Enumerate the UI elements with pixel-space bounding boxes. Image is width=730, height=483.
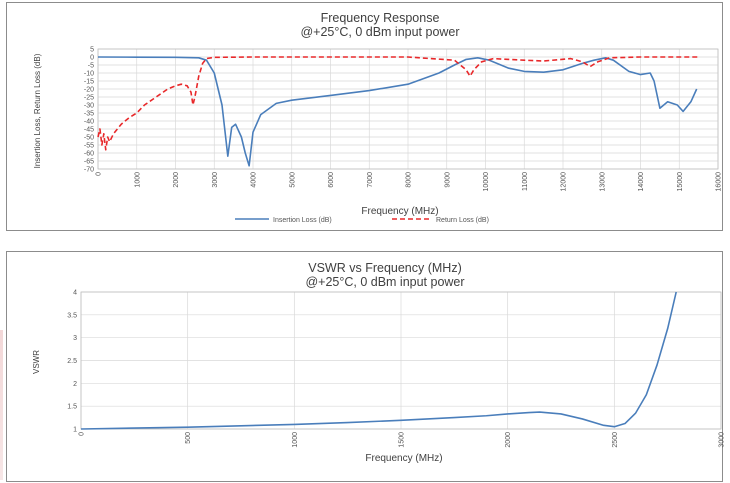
frequency-response-plot-area (97, 48, 719, 170)
legend-label-return-loss: Return Loss (dB) (436, 217, 489, 224)
y-tick-label: 3.5 (67, 312, 77, 319)
x-tick-label: 5000 (289, 172, 296, 188)
y-tick-label: 0 (90, 55, 94, 62)
x-tick-label: 1000 (134, 172, 141, 188)
y-tick-label: -45 (84, 127, 94, 134)
x-tick-label: 16000 (716, 172, 723, 192)
y-tick-label: -55 (84, 143, 94, 150)
x-tick-label: 1500 (399, 432, 406, 448)
x-tick-label: 2000 (505, 432, 512, 448)
y-tick-label: -40 (84, 119, 94, 126)
x-tick-label: 7000 (367, 172, 374, 188)
vswr-y-ticks: 4 3.5 3 2.5 2 1.5 1 (67, 290, 77, 434)
vswr-series (80, 291, 677, 430)
y-tick-label: -50 (84, 135, 94, 142)
x-tick-label: 14000 (638, 172, 645, 192)
x-axis-title: Frequency (MHz) (365, 453, 442, 464)
x-tick-label: 10000 (483, 172, 490, 192)
x-tick-label: 4000 (251, 172, 258, 188)
x-tick-label: 2500 (612, 432, 619, 448)
y-tick-label: 3 (73, 335, 77, 342)
y-tick-label: -20 (84, 87, 94, 94)
y-tick-label: 2.5 (67, 358, 77, 365)
chart-subtitle: @+25°C, 0 dBm input power (300, 25, 459, 39)
y-tick-label: -10 (84, 71, 94, 78)
x-tick-label: 0 (96, 172, 103, 176)
x-axis-title: Frequency (MHz) (361, 206, 438, 217)
left-edge-strip (0, 330, 3, 480)
x-tick-label: 3000 (212, 172, 219, 188)
vswr-chart: 4 3.5 3 2.5 2 1.5 1 0 500 1000 1500 2000 2500 3000 V… (6, 251, 726, 482)
x-tick-label: 8000 (406, 172, 413, 188)
series-return-loss (97, 56, 699, 151)
y-tick-label: -65 (84, 159, 94, 166)
vswr-grid (80, 291, 722, 430)
y-tick-label: -60 (84, 151, 94, 158)
y-tick-label: -30 (84, 103, 94, 110)
y-tick-label: 2 (73, 381, 77, 388)
y-tick-label: 4 (73, 290, 77, 297)
frequency-response-x-ticks: 0 1000 2000 3000 4000 5000 6000 7000 8000 9000 100… (96, 172, 723, 192)
x-tick-label: 6000 (328, 172, 335, 188)
vswr-plot-area (80, 291, 722, 430)
frequency-response-y-ticks: 50-5-10-15-20-25-30-35-40-45-50-55-60-65… (84, 47, 94, 174)
vswr-svg: 4 3.5 3 2.5 2 1.5 1 0 500 1000 1500 2000 2500 3000 V… (32, 261, 726, 464)
y-tick-label: -70 (84, 167, 94, 174)
y-tick-label: -15 (84, 79, 94, 86)
x-tick-label: 500 (185, 432, 192, 444)
x-tick-label: 2000 (173, 172, 180, 188)
y-axis-title: VSWR (32, 350, 41, 374)
x-tick-label: 15000 (677, 172, 684, 192)
y-tick-label: 1 (73, 427, 77, 434)
chart-title: VSWR vs Frequency (MHz) (308, 261, 462, 275)
x-tick-label: 0 (79, 432, 86, 436)
x-tick-label: 1000 (292, 432, 299, 448)
x-tick-label: 3000 (719, 432, 726, 448)
y-tick-label: 1.5 (67, 404, 77, 411)
series-vswr (80, 291, 677, 430)
chart-subtitle: @+25°C, 0 dBm input power (305, 275, 464, 289)
y-tick-label: -25 (84, 95, 94, 102)
x-tick-label: 12000 (561, 172, 568, 192)
y-tick-label: 5 (90, 47, 94, 54)
frequency-response-chart: 5 0 -5 -10 -15 -20 -25 -30 -35 -40 -45 -50 -55 -60 -65… (6, 2, 723, 231)
vswr-x-ticks: 0 500 1000 1500 2000 2500 3000 (79, 432, 726, 448)
frequency-response-svg: 50-5-10-15-20-25-30-35-40-45-50-55-60-65… (33, 11, 723, 224)
series-insertion-loss (97, 56, 698, 167)
x-tick-label: 9000 (444, 172, 451, 188)
y-axis-title: Insertion Loss, Return Loss (dB) (33, 53, 42, 168)
y-tick-label: -5 (88, 63, 94, 70)
x-tick-label: 11000 (522, 172, 529, 191)
chart-title: Frequency Response (321, 11, 440, 25)
frequency-response-series (97, 56, 699, 167)
x-tick-label: 13000 (599, 172, 606, 192)
frequency-response-grid (97, 48, 719, 170)
legend: Insertion Loss (dB) Return Loss (dB) (235, 217, 489, 224)
y-tick-label: -35 (84, 111, 94, 118)
legend-label-insertion-loss: Insertion Loss (dB) (273, 217, 332, 224)
